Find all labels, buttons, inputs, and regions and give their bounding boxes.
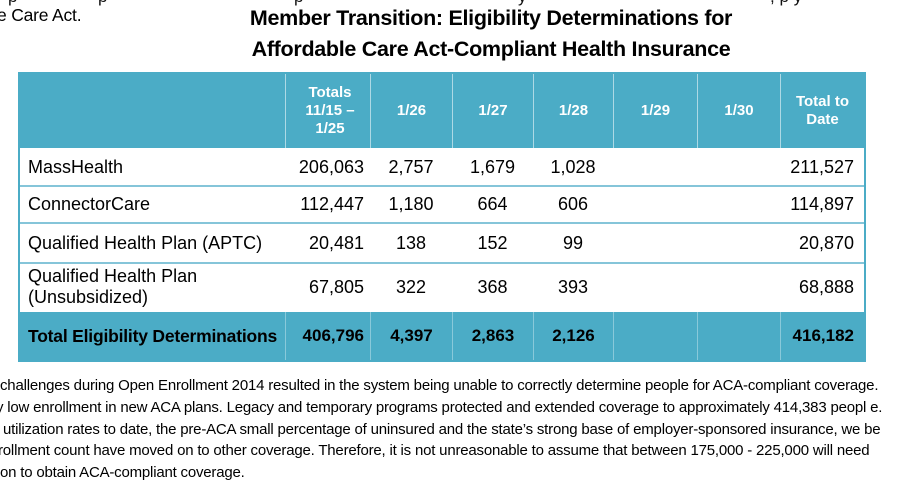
cell-1-28: 393 bbox=[557, 276, 589, 297]
cell-1-26: 138 bbox=[395, 232, 427, 253]
cell-1-27: 664 bbox=[477, 194, 508, 214]
header-cell-total-to-date: Total to Date bbox=[780, 74, 864, 148]
cell-1-26: 2,757 bbox=[388, 157, 434, 177]
header-cell-1-30: 1/30 bbox=[697, 74, 780, 148]
cropped-text-line-mark: , p y bbox=[770, 0, 802, 7]
table-row-qhp-aptc: Qualified Health Plan (APTC) 20,481 138 … bbox=[20, 222, 864, 262]
header-cell-1-26: 1/26 bbox=[370, 74, 452, 148]
row-label: Qualified Health Plan (APTC) bbox=[28, 232, 263, 253]
cell-total-to-date: 114,897 bbox=[790, 194, 854, 214]
cell-1-26: 322 bbox=[395, 276, 427, 297]
eligibility-determinations-table: Totals 11/15 – 1/25 1/26 1/27 1/28 1/29 … bbox=[18, 72, 866, 362]
cropped-text-line-mark: p bbox=[8, 0, 17, 7]
footer-paragraph: challenges during Open Enrollment 2014 r… bbox=[0, 375, 903, 484]
cell-1-29 bbox=[613, 224, 697, 262]
footer-line: utilization rates to date, the pre-ACA s… bbox=[3, 420, 881, 438]
header-cell-1-28: 1/28 bbox=[533, 74, 613, 148]
cropped-sentence-fragment: e Care Act. bbox=[0, 5, 82, 25]
total-cell-1-26: 4,397 bbox=[370, 312, 452, 360]
cropped-text-line-mark: p bbox=[98, 0, 107, 7]
row-label: MassHealth bbox=[28, 157, 124, 177]
total-cell-1-30 bbox=[697, 312, 780, 360]
footer-line: on to obtain ACA-compliant coverage. bbox=[0, 464, 245, 482]
header-cell-blank bbox=[20, 74, 285, 148]
header-cell-1-29: 1/29 bbox=[613, 74, 697, 148]
page-title: Member Transition: Eligibility Determina… bbox=[85, 3, 897, 65]
table-row-connectorcare: ConnectorCare 112,447 1,180 664 606 114,… bbox=[20, 185, 864, 222]
cell-1-30 bbox=[697, 264, 780, 310]
total-cell-1-27: 2,863 bbox=[452, 312, 533, 360]
cropped-text-line-mark: p bbox=[294, 0, 303, 7]
total-cell-totals: 406,796 bbox=[285, 312, 370, 360]
cell-total-to-date: 20,870 bbox=[798, 232, 854, 253]
cell-1-30 bbox=[697, 150, 780, 185]
cell-totals: 67,805 bbox=[308, 276, 364, 297]
cell-1-29 bbox=[613, 187, 697, 222]
total-cell-total-to-date: 416,182 bbox=[780, 312, 864, 360]
header-cell-1-27: 1/27 bbox=[452, 74, 533, 148]
row-label: Qualified Health Plan (Unsubsidized) bbox=[28, 266, 198, 307]
cell-1-30 bbox=[697, 224, 780, 262]
cell-total-to-date: 68,888 bbox=[798, 276, 854, 297]
footer-line: rollment count have moved on to other co… bbox=[0, 442, 870, 460]
row-label: ConnectorCare bbox=[28, 194, 151, 214]
cell-1-26: 1,180 bbox=[388, 194, 434, 214]
total-cell-1-29 bbox=[613, 312, 697, 360]
header-cell-totals-range: Totals 11/15 – 1/25 bbox=[285, 74, 370, 148]
cell-1-29 bbox=[613, 264, 697, 310]
cell-totals: 206,063 bbox=[298, 157, 364, 177]
cropped-text-line-mark: y bbox=[518, 0, 527, 7]
table-row-masshealth: MassHealth 206,063 2,757 1,679 1,028 211… bbox=[20, 150, 864, 185]
table-header-row: Totals 11/15 – 1/25 1/26 1/27 1/28 1/29 … bbox=[20, 74, 864, 150]
page-title-line1: Member Transition: Eligibility Determina… bbox=[249, 6, 733, 30]
cell-1-27: 1,679 bbox=[469, 157, 516, 177]
cell-totals: 112,447 bbox=[300, 194, 364, 214]
cell-1-28: 99 bbox=[562, 232, 584, 253]
cell-1-28: 606 bbox=[557, 194, 589, 214]
total-row-label: Total Eligibility Determinations bbox=[28, 325, 277, 346]
cell-1-27: 152 bbox=[477, 232, 508, 253]
page-title-line2: Affordable Care Act-Compliant Health Ins… bbox=[251, 37, 731, 61]
cell-1-29 bbox=[613, 150, 697, 185]
total-cell-1-28: 2,126 bbox=[533, 312, 613, 360]
cell-totals: 20,481 bbox=[308, 232, 364, 253]
cell-1-27: 368 bbox=[477, 276, 508, 297]
table-total-row: Total Eligibility Determinations 406,796… bbox=[20, 310, 864, 360]
footer-line: y low enrollment in new ACA plans. Legac… bbox=[0, 398, 883, 416]
table-row-qhp-unsubsidized: Qualified Health Plan (Unsubsidized) 67,… bbox=[20, 262, 864, 310]
cell-1-30 bbox=[697, 187, 780, 222]
footer-line: challenges during Open Enrollment 2014 r… bbox=[0, 377, 879, 394]
cell-1-28: 1,028 bbox=[550, 157, 596, 177]
cell-total-to-date: 211,527 bbox=[790, 157, 854, 177]
